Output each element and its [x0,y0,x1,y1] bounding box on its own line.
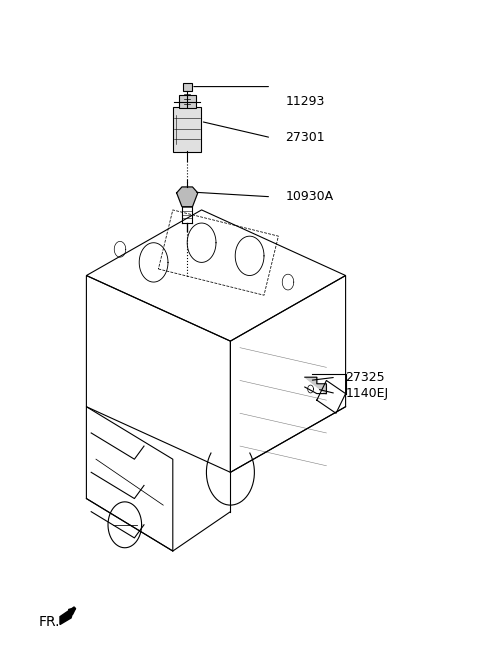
Polygon shape [305,377,326,394]
Polygon shape [60,607,74,625]
Text: 11293: 11293 [286,95,325,108]
Bar [179,95,196,108]
Polygon shape [177,187,198,207]
Text: 27325: 27325 [346,371,385,384]
Text: 1140EJ: 1140EJ [346,387,389,400]
FancyBboxPatch shape [173,107,202,152]
Text: FR.: FR. [38,615,60,629]
Bar [183,83,192,91]
Text: 10930A: 10930A [286,190,334,203]
Text: 27301: 27301 [286,131,325,144]
